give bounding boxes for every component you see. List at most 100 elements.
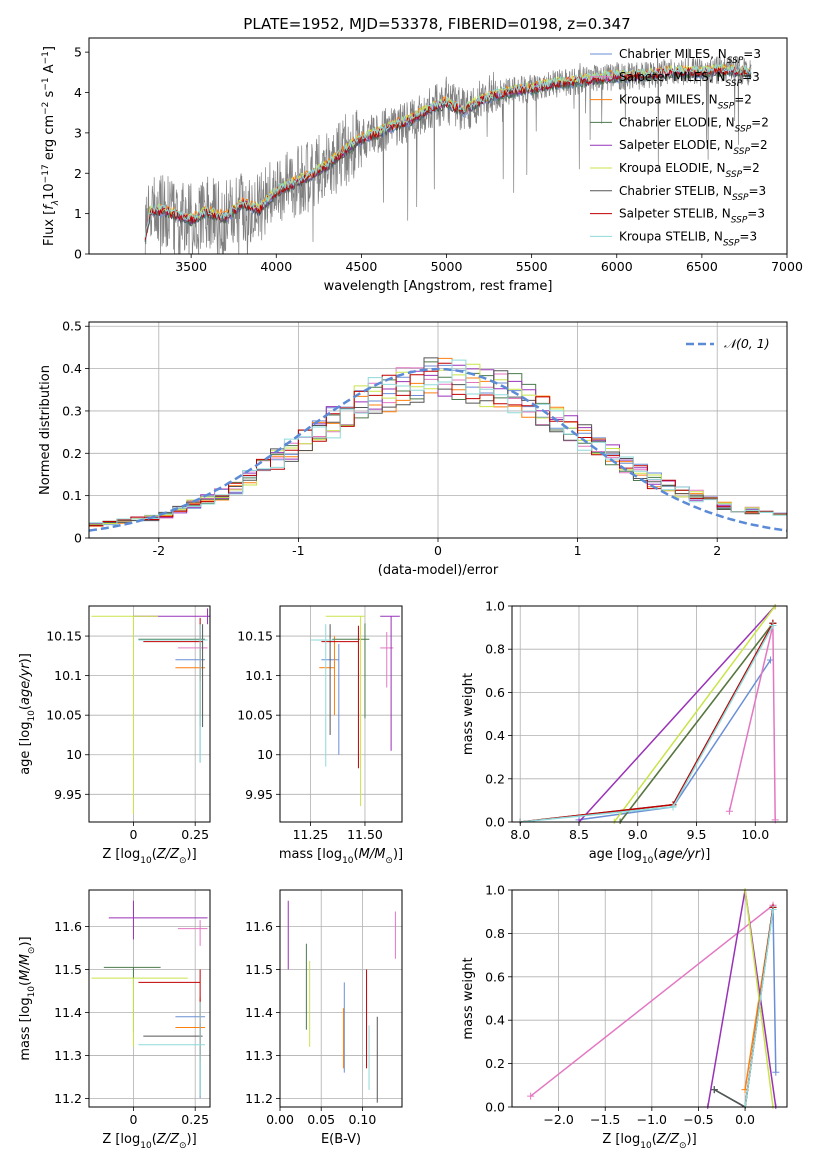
errorbar-kroupa-elodie <box>91 615 159 815</box>
plot-area <box>310 615 400 807</box>
legend-label: Salpeter MILES, NSSP=3 <box>619 70 760 89</box>
axes-frame <box>511 889 788 1108</box>
x-axis-label: age [log10(age/yr)] <box>589 847 711 866</box>
y-axis-label: mass [log10(M/M⊙)] <box>18 936 37 1060</box>
age-vs-mass-panel: 11.25 11.50 9.95 10 10.05 10.1 10.15 mass [log1… <box>237 605 403 866</box>
axes-frame <box>279 605 403 823</box>
y-tick-label: 11.2 <box>245 1091 273 1106</box>
legend-label: Kroupa MILES, NSSP=2 <box>619 93 752 112</box>
axes: −2.0 −1.5 −1.0 −0.5 0.0 0.0 0.2 0.4 0.6 0.8 1.0 Z [… <box>461 883 788 1151</box>
spectrum-lines <box>144 48 752 254</box>
plot-area <box>287 900 396 1103</box>
mass-vs-extinction-panel: 0.00 0.05 0.10 11.2 11.3 11.4 11.5 11.6 E(B-V) <box>245 889 403 1147</box>
x-tick-label: 4000 <box>260 259 292 274</box>
residuals-legend: 𝒩(0, 1) <box>686 336 770 351</box>
x-tick-label: 0.10 <box>349 1112 377 1127</box>
x-tick-label: 1 <box>574 543 582 558</box>
errorbar-kroupa-stelib <box>138 624 208 763</box>
weight-line <box>530 904 774 1097</box>
y-tick-label: 11.6 <box>54 919 82 934</box>
y-tick-label: 4 <box>74 85 82 100</box>
plot-area <box>144 48 752 254</box>
y-axis-label: age [log10(age/yr)] <box>18 653 37 775</box>
x-tick-label: 2 <box>713 543 721 558</box>
weight-marker <box>769 906 777 914</box>
legend-label: Salpeter STELIB, NSSP=3 <box>619 207 765 226</box>
x-axis-label: E(B-V) <box>321 1132 361 1147</box>
errorbar-salpeter-stelib <box>321 625 359 769</box>
model-line-kroupa-stelib <box>144 62 752 238</box>
y-tick-label: 11.5 <box>54 962 82 977</box>
y-tick-label: 11.3 <box>54 1048 82 1063</box>
mass-vs-metallicity-panel: 0 0.25 11.2 11.3 11.4 11.5 11.6 Z [log10(Z/Z⊙)]… <box>18 889 211 1151</box>
errorbar-kroupa-elodie <box>325 615 365 807</box>
mass-weight-vs-age-panel: 8.0 8.5 9.0 9.5 10.0 0.0 0.2 0.4 0.6 0.8 1.0 age [l… <box>461 599 788 866</box>
x-tick-label: −1.5 <box>590 1112 620 1127</box>
plot-area <box>91 608 210 815</box>
y-tick-label: 0.2 <box>485 1056 505 1071</box>
y-tick-label: 0.5 <box>62 319 82 334</box>
weight-line <box>613 605 776 823</box>
x-tick-label: 11.25 <box>293 827 329 842</box>
x-axis-label: Z [log10(Z/Z⊙)] <box>102 1132 196 1151</box>
y-tick-label: 10.15 <box>46 629 82 644</box>
y-tick-label: 10.05 <box>46 708 82 723</box>
x-tick-label: −2.0 <box>543 1112 573 1127</box>
y-tick-label: 0 <box>74 531 82 546</box>
x-tick-label: 0.00 <box>266 1112 294 1127</box>
errorbar-points <box>91 900 208 1099</box>
y-tick-label: 11.2 <box>54 1091 82 1106</box>
weight-marker <box>669 803 677 811</box>
x-axis-label: Z [log10(Z/Z⊙)] <box>602 1132 696 1151</box>
x-tick-label: -2 <box>153 543 165 558</box>
y-tick-label: 9.95 <box>245 787 273 802</box>
x-tick-label: 8.0 <box>510 827 530 842</box>
weight-marker <box>710 1086 718 1094</box>
y-tick-label: 11.6 <box>245 919 273 934</box>
x-tick-label: 0.0 <box>735 1112 755 1127</box>
y-tick-label: 0.6 <box>485 969 505 984</box>
axes: 0 0.25 11.2 11.3 11.4 11.5 11.6 Z [log10(Z/Z⊙)]… <box>18 889 211 1151</box>
y-tick-label: 0.4 <box>485 728 505 743</box>
x-axis-label: mass [log10(M/M⊙)] <box>279 847 403 866</box>
y-tick-label: 0.0 <box>485 815 505 830</box>
legend-label: Kroupa STELIB, NSSP=3 <box>619 229 757 248</box>
axes: 0 0.25 9.95 10 10.05 10.1 10.15 Z [log10(Z/Z⊙)]… <box>18 605 211 866</box>
x-tick-label: 4500 <box>345 259 377 274</box>
y-tick-label: 0.8 <box>485 926 505 941</box>
axes-frame <box>88 889 211 1108</box>
y-tick-label: 0.2 <box>485 771 505 786</box>
axes-frame <box>88 605 211 823</box>
y-tick-label: 0.4 <box>62 361 82 376</box>
x-tick-label: −1.0 <box>637 1112 667 1127</box>
x-tick-label: 0 <box>129 827 137 842</box>
y-tick-label: 10.05 <box>237 708 273 723</box>
y-tick-label: 10 <box>66 747 82 762</box>
weight-marker <box>772 1068 780 1076</box>
errorbar-chabrier-elodie <box>332 623 370 719</box>
y-tick-label: 10 <box>257 747 273 762</box>
residuals-panel: -2 -1 0 1 2 0 0.1 0.2 0.3 0.4 0.5 𝒩(0, 1) (data-mode… <box>38 319 788 578</box>
axes: 11.25 11.50 9.95 10 10.05 10.1 10.15 mass [log1… <box>237 605 403 866</box>
x-tick-label: 5500 <box>516 259 548 274</box>
y-tick-label: 0.2 <box>62 446 82 461</box>
weight-line <box>744 889 774 1108</box>
spectrum-legend: Chabrier MILES, NSSP=3 Salpeter MILES, NS… <box>590 47 769 248</box>
legend-label: Chabrier ELODIE, NSSP=2 <box>619 115 769 134</box>
histogram-kroupa-stelib <box>89 359 787 526</box>
y-tick-label: 10.1 <box>245 668 273 683</box>
y-tick-label: 11.4 <box>54 1005 82 1020</box>
errorbar-points <box>287 900 396 1103</box>
x-tick-label: 0 <box>129 1112 137 1127</box>
y-tick-label: 0.8 <box>485 642 505 657</box>
y-tick-label: 0.3 <box>62 403 82 418</box>
legend-label: Salpeter ELODIE, NSSP=2 <box>619 138 768 157</box>
axes-frame <box>88 321 788 539</box>
x-tick-label: 0 <box>434 543 442 558</box>
y-axis-label: Flux [fλ10−17 erg cm−2 s−1 A−1] <box>41 46 61 246</box>
x-axis-label: Z [log10(Z/Z⊙)] <box>102 847 196 866</box>
y-tick-label: 3 <box>74 125 82 140</box>
y-tick-label: 0.0 <box>485 1100 505 1115</box>
y-tick-label: 11.4 <box>245 1005 273 1020</box>
